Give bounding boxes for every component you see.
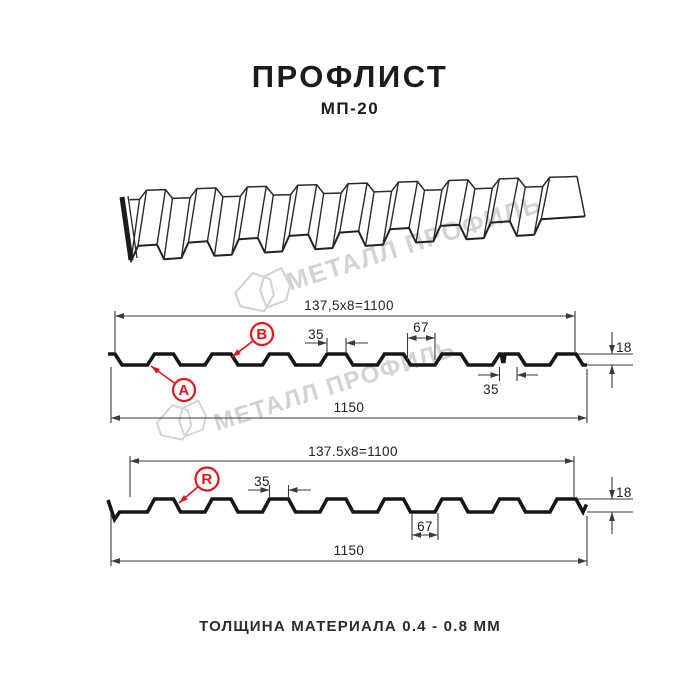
svg-text:67: 67 bbox=[417, 519, 433, 534]
section-reverse: 137.5x8=1100 35 67 18 1150 R bbox=[106, 444, 633, 566]
profile-outline bbox=[108, 352, 587, 367]
dim-pan: 67 bbox=[406, 320, 436, 360]
svg-text:B: B bbox=[256, 326, 267, 343]
svg-text:137,5x8=1100: 137,5x8=1100 bbox=[304, 298, 394, 313]
svg-text:35: 35 bbox=[308, 327, 324, 342]
dim-overall-width: 1150 bbox=[110, 367, 588, 423]
dim-overall-width: 1150 bbox=[110, 514, 588, 566]
dim-rib-top: 35 bbox=[248, 474, 311, 497]
product-name: МП-20 bbox=[320, 99, 380, 118]
face-label-a: A bbox=[150, 365, 197, 403]
section-front: 137,5x8=1100 35 67 18 35 1150 A B bbox=[108, 298, 633, 423]
dim-height: 18 bbox=[578, 332, 633, 388]
profile-3d-view bbox=[119, 175, 586, 263]
watermark-2: МЕТАЛЛ ПРОФИЛЬ bbox=[155, 335, 459, 441]
svg-text:137.5x8=1100: 137.5x8=1100 bbox=[308, 444, 398, 459]
dim-cover-width: 137.5x8=1100 bbox=[129, 444, 575, 497]
metall-profil-logo-icon bbox=[155, 399, 207, 441]
svg-text:35: 35 bbox=[254, 474, 270, 489]
svg-text:МЕТАЛЛ ПРОФИЛЬ: МЕТАЛЛ ПРОФИЛЬ bbox=[211, 335, 459, 436]
watermark-text: МЕТАЛЛ ПРОФИЛЬ bbox=[283, 190, 545, 297]
dim-height: 18 bbox=[578, 477, 633, 534]
dim-rib-top: 35 bbox=[305, 327, 368, 352]
page-title: ПРОФЛИСТ bbox=[251, 59, 449, 94]
svg-text:R: R bbox=[201, 471, 212, 488]
svg-text:A: A bbox=[178, 382, 189, 399]
face-label-b: B bbox=[231, 321, 275, 358]
watermark-text: МЕТАЛЛ ПРОФИЛЬ bbox=[211, 335, 459, 436]
svg-text:35: 35 bbox=[483, 382, 499, 397]
svg-text:МЕТАЛЛ ПРОФИЛЬ: МЕТАЛЛ ПРОФИЛЬ bbox=[283, 190, 545, 297]
svg-text:67: 67 bbox=[413, 320, 429, 335]
face-label-r: R bbox=[178, 466, 220, 504]
profile-outline bbox=[106, 497, 589, 524]
svg-text:18: 18 bbox=[616, 485, 632, 500]
svg-text:18: 18 bbox=[616, 340, 632, 355]
thickness-note: ТОЛЩИНА МАТЕРИАЛА 0.4 - 0.8 ММ bbox=[199, 618, 501, 635]
dim-pan: 67 bbox=[411, 513, 439, 540]
metall-profil-logo-icon bbox=[234, 266, 292, 313]
svg-text:1150: 1150 bbox=[334, 543, 365, 558]
dim-overlap-rib: 35 bbox=[478, 367, 538, 397]
dim-cover-width: 137,5x8=1100 bbox=[114, 298, 576, 352]
svg-text:1150: 1150 bbox=[334, 400, 365, 415]
